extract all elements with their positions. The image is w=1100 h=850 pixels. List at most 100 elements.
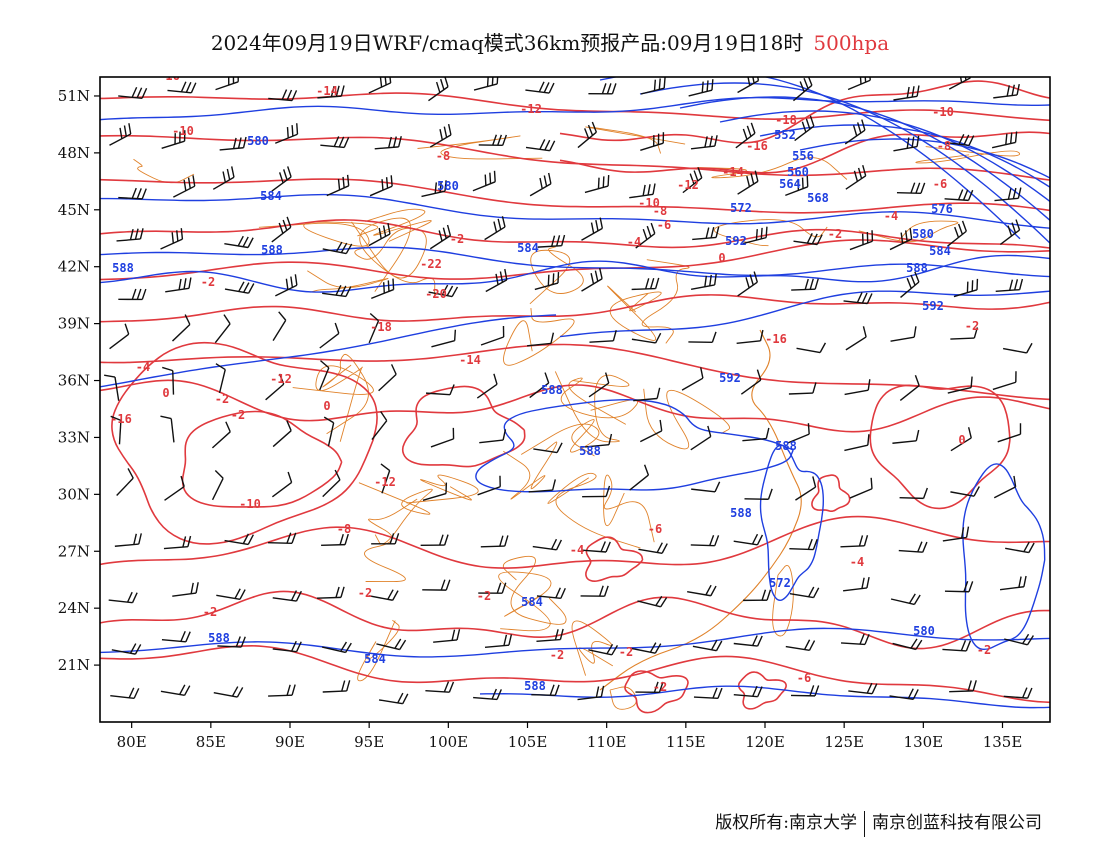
wind-barb	[319, 360, 330, 391]
temperature-label: -14	[722, 165, 744, 179]
wind-barb	[889, 228, 913, 251]
wind-barb	[380, 463, 391, 494]
geopotential-label: 580	[437, 179, 459, 193]
geopotential-label: 580	[247, 134, 269, 148]
wind-barb	[849, 477, 873, 499]
geopotential-label: 588	[775, 439, 797, 453]
wind-barb	[589, 329, 617, 343]
wind-barb	[953, 278, 979, 298]
temperature-label: -6	[648, 522, 662, 536]
wind-barb	[893, 85, 920, 101]
lon-tick-label: 85E	[196, 733, 226, 751]
temperature-label: -4	[136, 360, 150, 374]
temperature-label: -2	[477, 589, 491, 603]
wind-barb	[214, 314, 231, 344]
wind-barb	[371, 278, 395, 300]
wind-barb	[899, 374, 920, 401]
wind-barb	[317, 85, 345, 99]
wind-barb	[267, 532, 297, 544]
temperature-label: -2	[550, 648, 564, 662]
wind-barb	[1003, 687, 1033, 699]
wind-barb	[322, 641, 352, 654]
geopotential-label: 584	[517, 241, 539, 255]
wind-barb	[110, 415, 122, 445]
wind-barb	[785, 639, 816, 651]
wind-barb	[692, 639, 723, 652]
geopotential-label: 588	[579, 444, 601, 458]
temperature-label: -2	[619, 645, 633, 659]
wind-barb	[536, 587, 566, 599]
geopotential-label: 592	[719, 371, 741, 385]
temperature-label: -8	[337, 522, 351, 536]
wind-barb	[899, 487, 929, 500]
temperature-label: -12	[270, 372, 292, 386]
wind-barb	[433, 629, 461, 643]
province-boundary	[498, 571, 552, 632]
country-boundary	[365, 208, 432, 242]
temperature-label: -10	[239, 497, 261, 511]
temperature-label: -12	[677, 178, 699, 192]
lat-tick-label: 21N	[58, 656, 90, 674]
wind-barb	[322, 241, 353, 255]
wind-barb	[577, 121, 598, 149]
lat-tick-label: 39N	[58, 315, 90, 333]
wind-barb	[162, 366, 175, 395]
wind-barb	[480, 325, 505, 346]
lat-tick-label: 42N	[58, 258, 90, 276]
wind-barb	[585, 433, 613, 448]
wind-barb	[791, 278, 819, 291]
wind-barb	[114, 533, 142, 547]
wind-barb	[212, 166, 235, 190]
temperature-contour	[100, 590, 1050, 650]
credit-company: 南京创蓝科技有限公司	[872, 813, 1042, 833]
temperature-label: -8	[436, 149, 450, 163]
wind-barb	[840, 535, 869, 548]
wind-barb	[422, 579, 451, 591]
wind-barb	[167, 81, 197, 94]
wind-barb	[898, 541, 928, 553]
temperature-label: -8	[653, 204, 667, 218]
wind-barb	[788, 382, 817, 395]
geopotential-label: 584	[521, 595, 543, 609]
temperature-label: -4	[850, 555, 864, 569]
wind-barb	[173, 175, 196, 198]
wind-barb	[164, 475, 185, 501]
temperature-label: -16	[110, 412, 132, 426]
wind-barb	[108, 591, 138, 604]
wind-barb	[479, 429, 507, 444]
credit-owner-prefix: 版权所有:	[715, 813, 789, 833]
wind-barb	[476, 373, 498, 399]
wind-barb	[733, 533, 764, 546]
wind-barb	[690, 534, 720, 547]
lat-tick-label: 51N	[58, 87, 90, 105]
geopotential-label: 576	[931, 202, 953, 216]
geopotential-label: 588	[112, 261, 134, 275]
wind-barb	[993, 83, 1020, 99]
lat-tick-label: 48N	[58, 144, 90, 162]
wind-barb	[172, 314, 191, 342]
province-boundary	[503, 441, 558, 500]
wind-barb	[160, 228, 184, 250]
wind-barb	[737, 170, 759, 195]
plot-frame	[99, 76, 1051, 723]
wind-barb	[323, 416, 335, 447]
wind-barb	[272, 590, 302, 602]
wind-barb	[217, 636, 246, 648]
temperature-label: -2	[653, 680, 667, 694]
wind-barb	[733, 635, 763, 647]
temperature-contour	[401, 385, 526, 468]
geopotential-label: 584	[260, 189, 282, 203]
wind-barb	[588, 83, 617, 95]
copyright-credit: 版权所有:南京大学 南京创蓝科技有限公司	[715, 808, 1042, 837]
wind-barb	[368, 223, 391, 247]
wind-barb	[845, 165, 867, 190]
temperature-contour	[100, 134, 1050, 181]
lat-tick-label: 24N	[58, 599, 90, 617]
wind-barb	[118, 288, 147, 301]
geopotential-label: 584	[929, 244, 951, 258]
temperature-label: 0	[718, 251, 725, 265]
temperature-contour	[624, 670, 689, 714]
wind-barb	[581, 267, 603, 292]
temperature-contour	[111, 341, 378, 545]
wind-barb	[431, 329, 457, 348]
